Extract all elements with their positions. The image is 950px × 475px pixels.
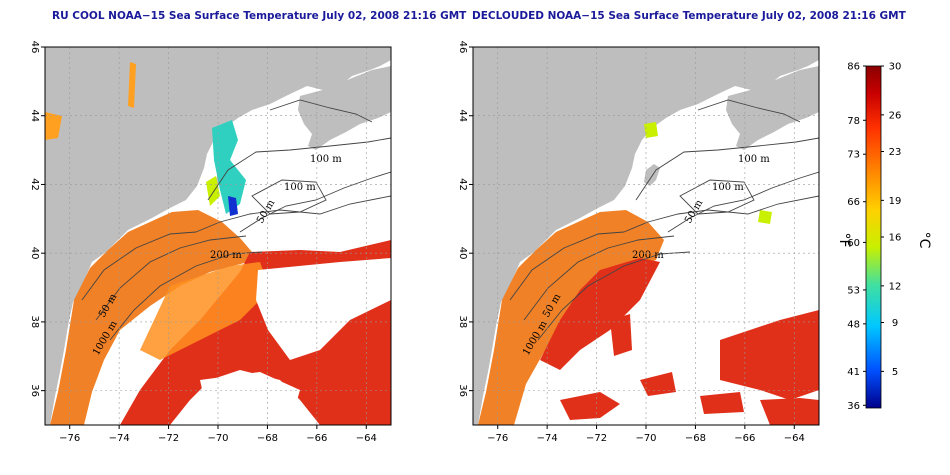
fahrenheit-label: °F [836,232,852,247]
left-map-warm-patch [45,112,62,140]
left-map-warm-patch [128,62,136,108]
right-contour-label: 200 m [632,250,664,261]
right-map-lat-label: 40 [457,247,468,260]
right-map-title: DECLOUDED NOAA−15 Sea Surface Temperatur… [472,10,906,22]
colorbar-f-label: 36 [847,401,860,412]
left-map-lat-label: 36 [29,384,40,397]
right-map-lon-label: −68 [685,433,706,444]
colorbar-f-label: 73 [847,150,860,161]
right-contour-label: 100 m [738,154,770,165]
colorbar-c-label: 30 [889,62,902,73]
left-contour-label: 100 m [284,182,316,193]
right-map-lat-label: 46 [457,41,468,54]
colorbar-gradient [865,65,882,409]
colorbar-c-label: 19 [889,196,902,207]
left-map-slope-sst [140,262,270,360]
colorbar-c-label: 26 [889,110,902,121]
celsius-label: °C [916,232,932,249]
left-map-bathymetry [81,99,391,341]
left-map-cloud-gap [250,190,391,248]
right-map-lon-label: −72 [586,433,607,444]
left-map-cold-patch [228,196,238,216]
colorbar-f-label: 53 [847,285,860,296]
right-map-offshore-sst [560,392,620,420]
left-map-nova-scotia [298,66,391,150]
colorbar-fahrenheit-ticks: 86 78 73 66 60 53 48 41 36 [847,62,866,412]
left-map-lon-label: −68 [257,433,278,444]
colorbar-c-label: 9 [892,318,898,329]
colorbar-c-label: 16 [889,233,902,244]
left-map-title: RU COOL NOAA−15 Sea Surface Temperature … [52,10,467,22]
right-map-bathymetry [509,99,819,341]
colorbar-f-label: 48 [847,319,860,330]
left-map-lat-label: 42 [29,178,40,191]
colorbar-f-label: 66 [847,197,860,208]
right-map-lat-label: 36 [457,384,468,397]
left-map-lon-label: −76 [59,433,80,444]
left-map-lon-label: −64 [356,433,377,444]
left-map-lon-label: −70 [207,433,228,444]
colorbar-f-label: 60 [847,238,860,249]
right-map-offshore-sst [610,314,632,356]
colorbar-c-label: 23 [889,147,902,158]
right-map-lon-label: −74 [537,433,558,444]
colorbar-f-label: 78 [847,116,860,127]
left-map-lat-label: 44 [29,109,40,122]
left-map-lon-label: −66 [306,433,327,444]
right-map-land [473,47,819,425]
left-contour-label: 100 m [310,154,342,165]
right-map-lon-label: −66 [734,433,755,444]
left-map-ticks: −76 −74 −72 −70 −68 −66 −64 46 44 42 40 38 36 [29,41,377,444]
right-map-offshore-sst [640,372,676,396]
left-map-lat-label: 40 [29,247,40,260]
right-map-lat-label: 42 [457,178,468,191]
left-map-gridlines [45,46,391,425]
left-map-lat-label: 46 [29,41,40,54]
right-map-offshore-sst [700,392,744,414]
right-map-offshore-sst [760,398,819,425]
left-map-panel: 100 m 100 m 50 m 200 m 50 m 1000 m −76 −7… [29,41,392,444]
right-contour-label: 100 m [712,182,744,193]
right-map-nova-scotia [726,66,819,150]
colorbar-f-label: 86 [847,62,860,73]
colorbar-f-label: 41 [847,367,860,378]
right-map-lon-label: −76 [487,433,508,444]
right-map-gulfstream-sst [540,258,660,370]
colorbar-celsius-ticks: 30 26 23 19 16 12 9 5 [881,62,901,378]
left-contour-label: 200 m [210,250,242,261]
right-map-warm-patch [644,122,658,138]
left-map-land [45,47,391,425]
left-map-lon-label: −72 [158,433,179,444]
right-map-lon-label: −64 [784,433,805,444]
left-map-lon-label: −74 [109,433,130,444]
right-map-ticks: −76 −74 −72 −70 −68 −66 −64 46 44 42 40 38 36 [457,41,805,444]
colorbar-c-label: 5 [892,367,898,378]
right-map-gridlines [473,46,819,425]
right-map-panel: 100 m 100 m 50 m 200 m 50 m 1000 m −76 −7… [457,41,820,444]
right-map-lon-label: −70 [635,433,656,444]
left-map-cloud-gap [200,372,300,425]
right-map-lat-label: 38 [457,316,468,329]
colorbar-c-label: 12 [889,281,902,292]
colorbar: 86 78 73 66 60 53 48 41 36 30 26 23 19 16 12 9 5 °F °C [836,62,932,412]
right-map-warm-patch [758,210,772,224]
left-map-cloud-gap [256,258,391,360]
left-map-lat-label: 38 [29,316,40,329]
left-map-gulf-maine-sst [212,120,246,214]
right-map-lat-label: 44 [457,109,468,122]
